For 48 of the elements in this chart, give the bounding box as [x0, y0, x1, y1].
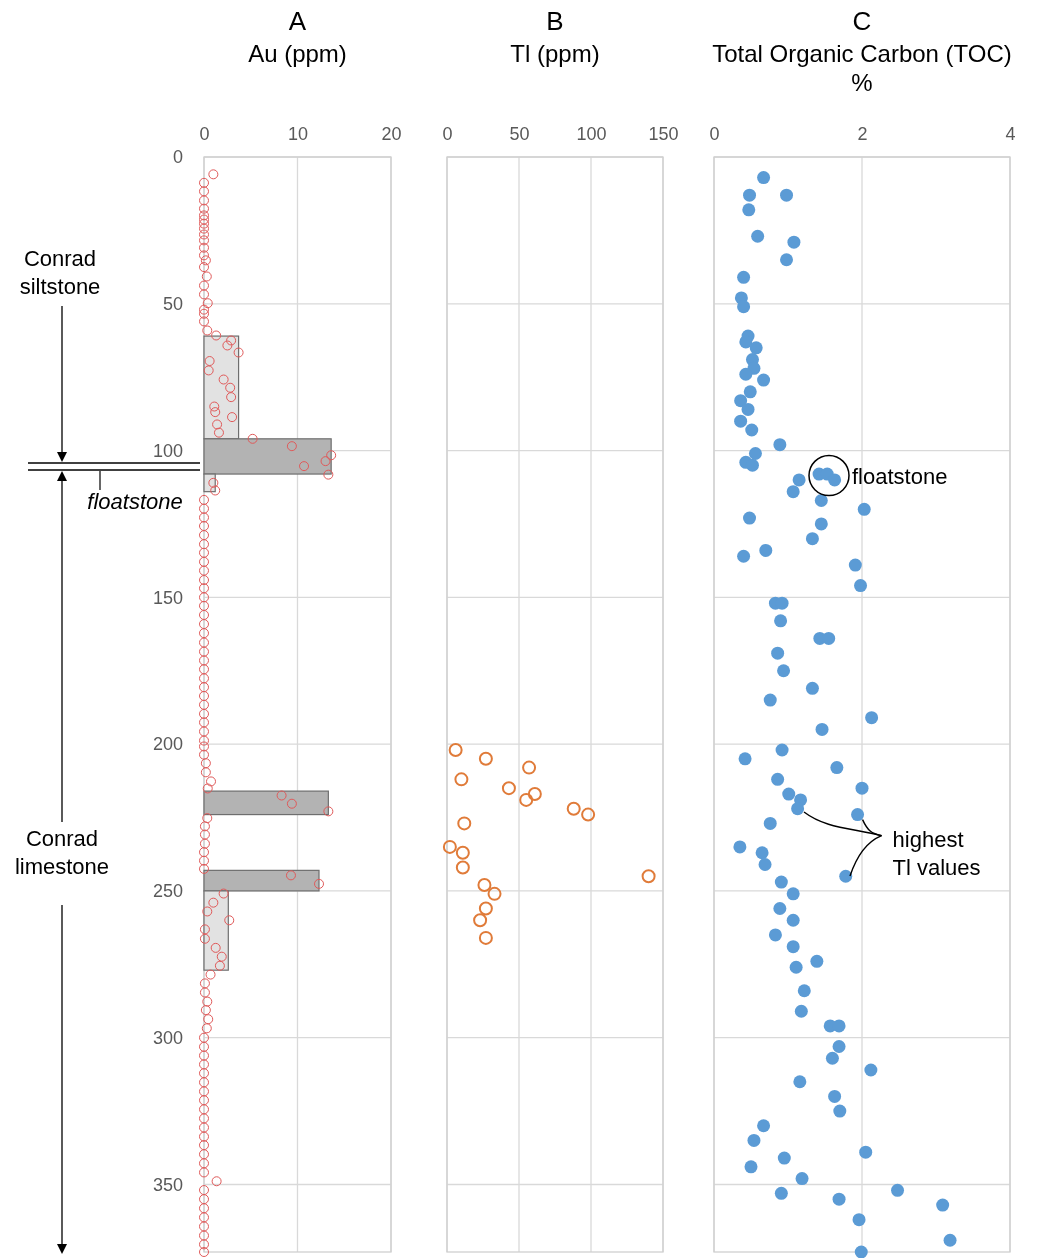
point: [478, 901, 493, 916]
point: [581, 807, 596, 822]
x-axis-title: Tl (ppm): [510, 40, 600, 67]
annotation: floatstone: [852, 463, 948, 489]
point: [487, 886, 502, 901]
point: [477, 878, 492, 893]
y-tick-label: 0: [172, 147, 183, 168]
annotation: highest Tl values: [892, 826, 981, 880]
point: [478, 930, 493, 945]
point: [473, 913, 488, 928]
y-tick-label: 100: [152, 440, 183, 461]
text: Conrad siltstone: [19, 246, 101, 299]
point: [527, 787, 542, 802]
x-tick-label: 2: [857, 124, 868, 144]
chart-title: B: [546, 6, 564, 36]
x-tick-label: 20: [381, 124, 402, 144]
point: [455, 860, 470, 875]
y-tick-label: 250: [152, 881, 183, 902]
x-axis-title: Au (ppm): [248, 40, 347, 67]
y-tick-label: 150: [152, 587, 183, 608]
y-tick-label: 50: [162, 294, 183, 315]
x-tick-label: 0: [442, 124, 453, 144]
y-tick-label: 350: [152, 1174, 183, 1195]
point: [519, 792, 534, 807]
x-tick-label: 10: [287, 124, 309, 144]
point: [442, 839, 457, 854]
x-tick-label: 0: [709, 124, 720, 144]
text: floatstone: [87, 489, 183, 514]
point: [454, 772, 469, 787]
chart-title: A: [288, 6, 307, 36]
x-tick-label: 100: [576, 124, 607, 144]
point: [448, 743, 463, 757]
point: [641, 869, 656, 884]
x-tick-label: 50: [509, 124, 530, 144]
point: [501, 781, 516, 796]
point: [522, 760, 537, 775]
x-axis-title: Total Organic Carbon (TOC) %: [712, 40, 1012, 96]
x-tick-label: 0: [199, 124, 210, 144]
point: [457, 816, 472, 831]
point: [478, 751, 493, 766]
point: [566, 801, 581, 816]
chart-title: C: [852, 6, 872, 36]
text: Conrad limestone: [14, 826, 110, 879]
x-tick-label: 4: [1005, 124, 1016, 144]
y-tick-label: 300: [152, 1027, 183, 1048]
x-tick-label: 150: [648, 124, 679, 144]
point: [455, 845, 470, 860]
y-tick-label: 200: [152, 734, 183, 755]
